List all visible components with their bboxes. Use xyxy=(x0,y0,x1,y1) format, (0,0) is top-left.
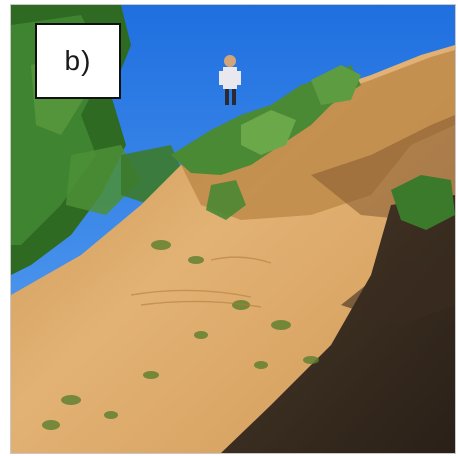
slope-plants xyxy=(42,240,319,430)
shadow-area xyxy=(221,195,455,453)
ridge-vegetation xyxy=(171,65,455,230)
photo-frame: b) xyxy=(10,4,456,454)
erosion-lines xyxy=(130,256,272,308)
panel-label: b) xyxy=(35,23,121,99)
person-figure xyxy=(219,55,241,105)
